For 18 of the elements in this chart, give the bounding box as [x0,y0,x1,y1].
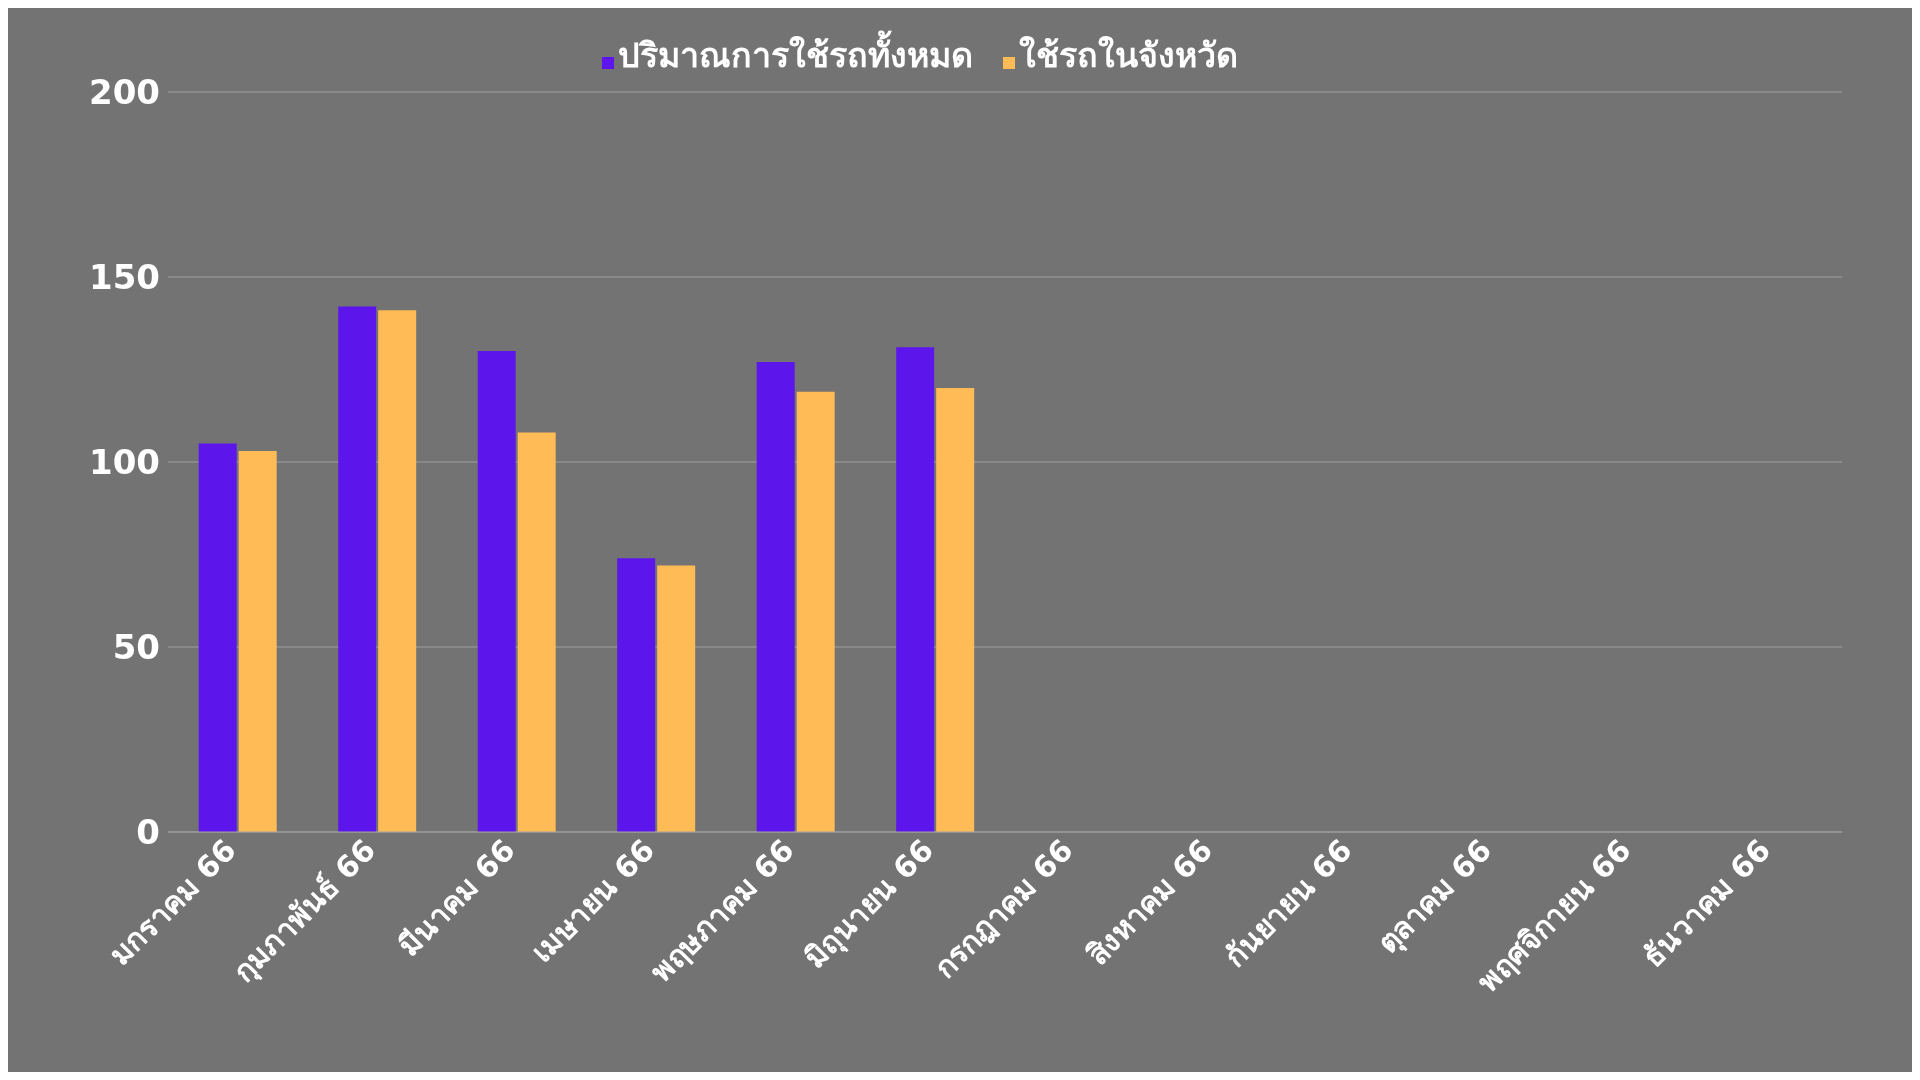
bar [796,391,835,832]
bar [517,432,556,832]
bar [936,388,975,832]
bar [617,558,656,832]
bar [756,362,795,832]
bar [378,310,417,832]
y-tick-label: 100 [89,442,160,483]
y-tick-label: 150 [89,257,160,298]
bar [198,443,237,832]
bar [338,306,377,832]
y-tick-label: 200 [89,72,160,113]
bar [657,565,696,832]
bar [896,347,935,832]
legend-label: ใช้รถในจังหวัด [1019,35,1238,75]
y-tick-label: 0 [136,812,160,853]
y-tick-label: 50 [112,627,160,668]
bar [238,450,277,832]
bar [477,351,516,832]
